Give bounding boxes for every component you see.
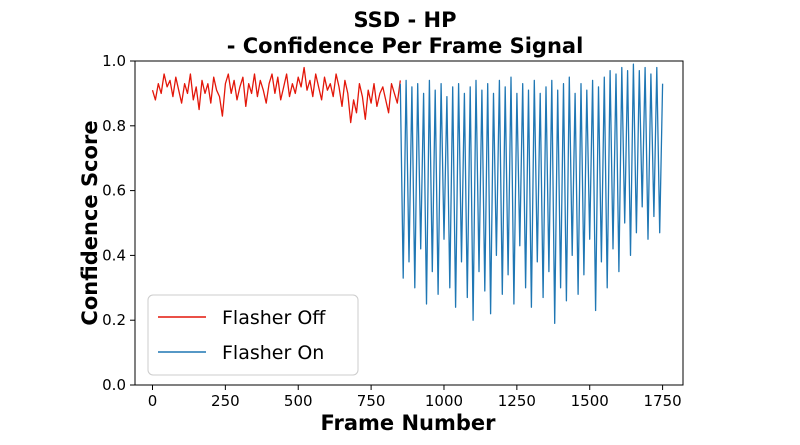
x-tick-label: 250 (211, 392, 240, 410)
y-tick-label: 0.0 (102, 376, 126, 394)
y-tick-label: 0.6 (102, 182, 126, 200)
series-line-flasher-on (399, 63, 664, 325)
legend: Flasher Off Flasher On (147, 294, 359, 376)
legend-label-flasher-on: Flasher On (222, 342, 324, 364)
y-axis-ticks: 0.0 0.2 0.4 0.6 0.8 1.0 (102, 52, 135, 394)
series-line-flasher-off (151, 66, 401, 124)
x-tick-label: 1250 (498, 392, 536, 410)
chart-title-line2: - Confidence Per Frame Signal (227, 34, 584, 58)
x-axis-ticks: 0 250 500 750 1000 1250 1500 1750 (148, 385, 682, 410)
plot-frame (134, 60, 684, 386)
y-tick-label: 0.2 (102, 311, 126, 329)
x-tick-label: 1000 (425, 392, 463, 410)
x-tick-label: 1750 (644, 392, 682, 410)
y-tick-label: 0.8 (102, 117, 126, 135)
y-axis-label: Confidence Score (78, 120, 102, 325)
x-tick-label: 500 (284, 392, 313, 410)
legend-label-flasher-off: Flasher Off (222, 307, 326, 329)
x-axis-label: Frame Number (320, 411, 496, 435)
x-tick-label: 750 (357, 392, 386, 410)
legend-box (147, 294, 359, 376)
x-tick-label: 1500 (571, 392, 609, 410)
y-tick-label: 0.4 (102, 246, 126, 264)
series-layer (151, 63, 664, 325)
x-tick-label: 0 (148, 392, 158, 410)
chart-title-line1: SSD - HP (353, 8, 456, 32)
y-tick-label: 1.0 (102, 52, 126, 70)
